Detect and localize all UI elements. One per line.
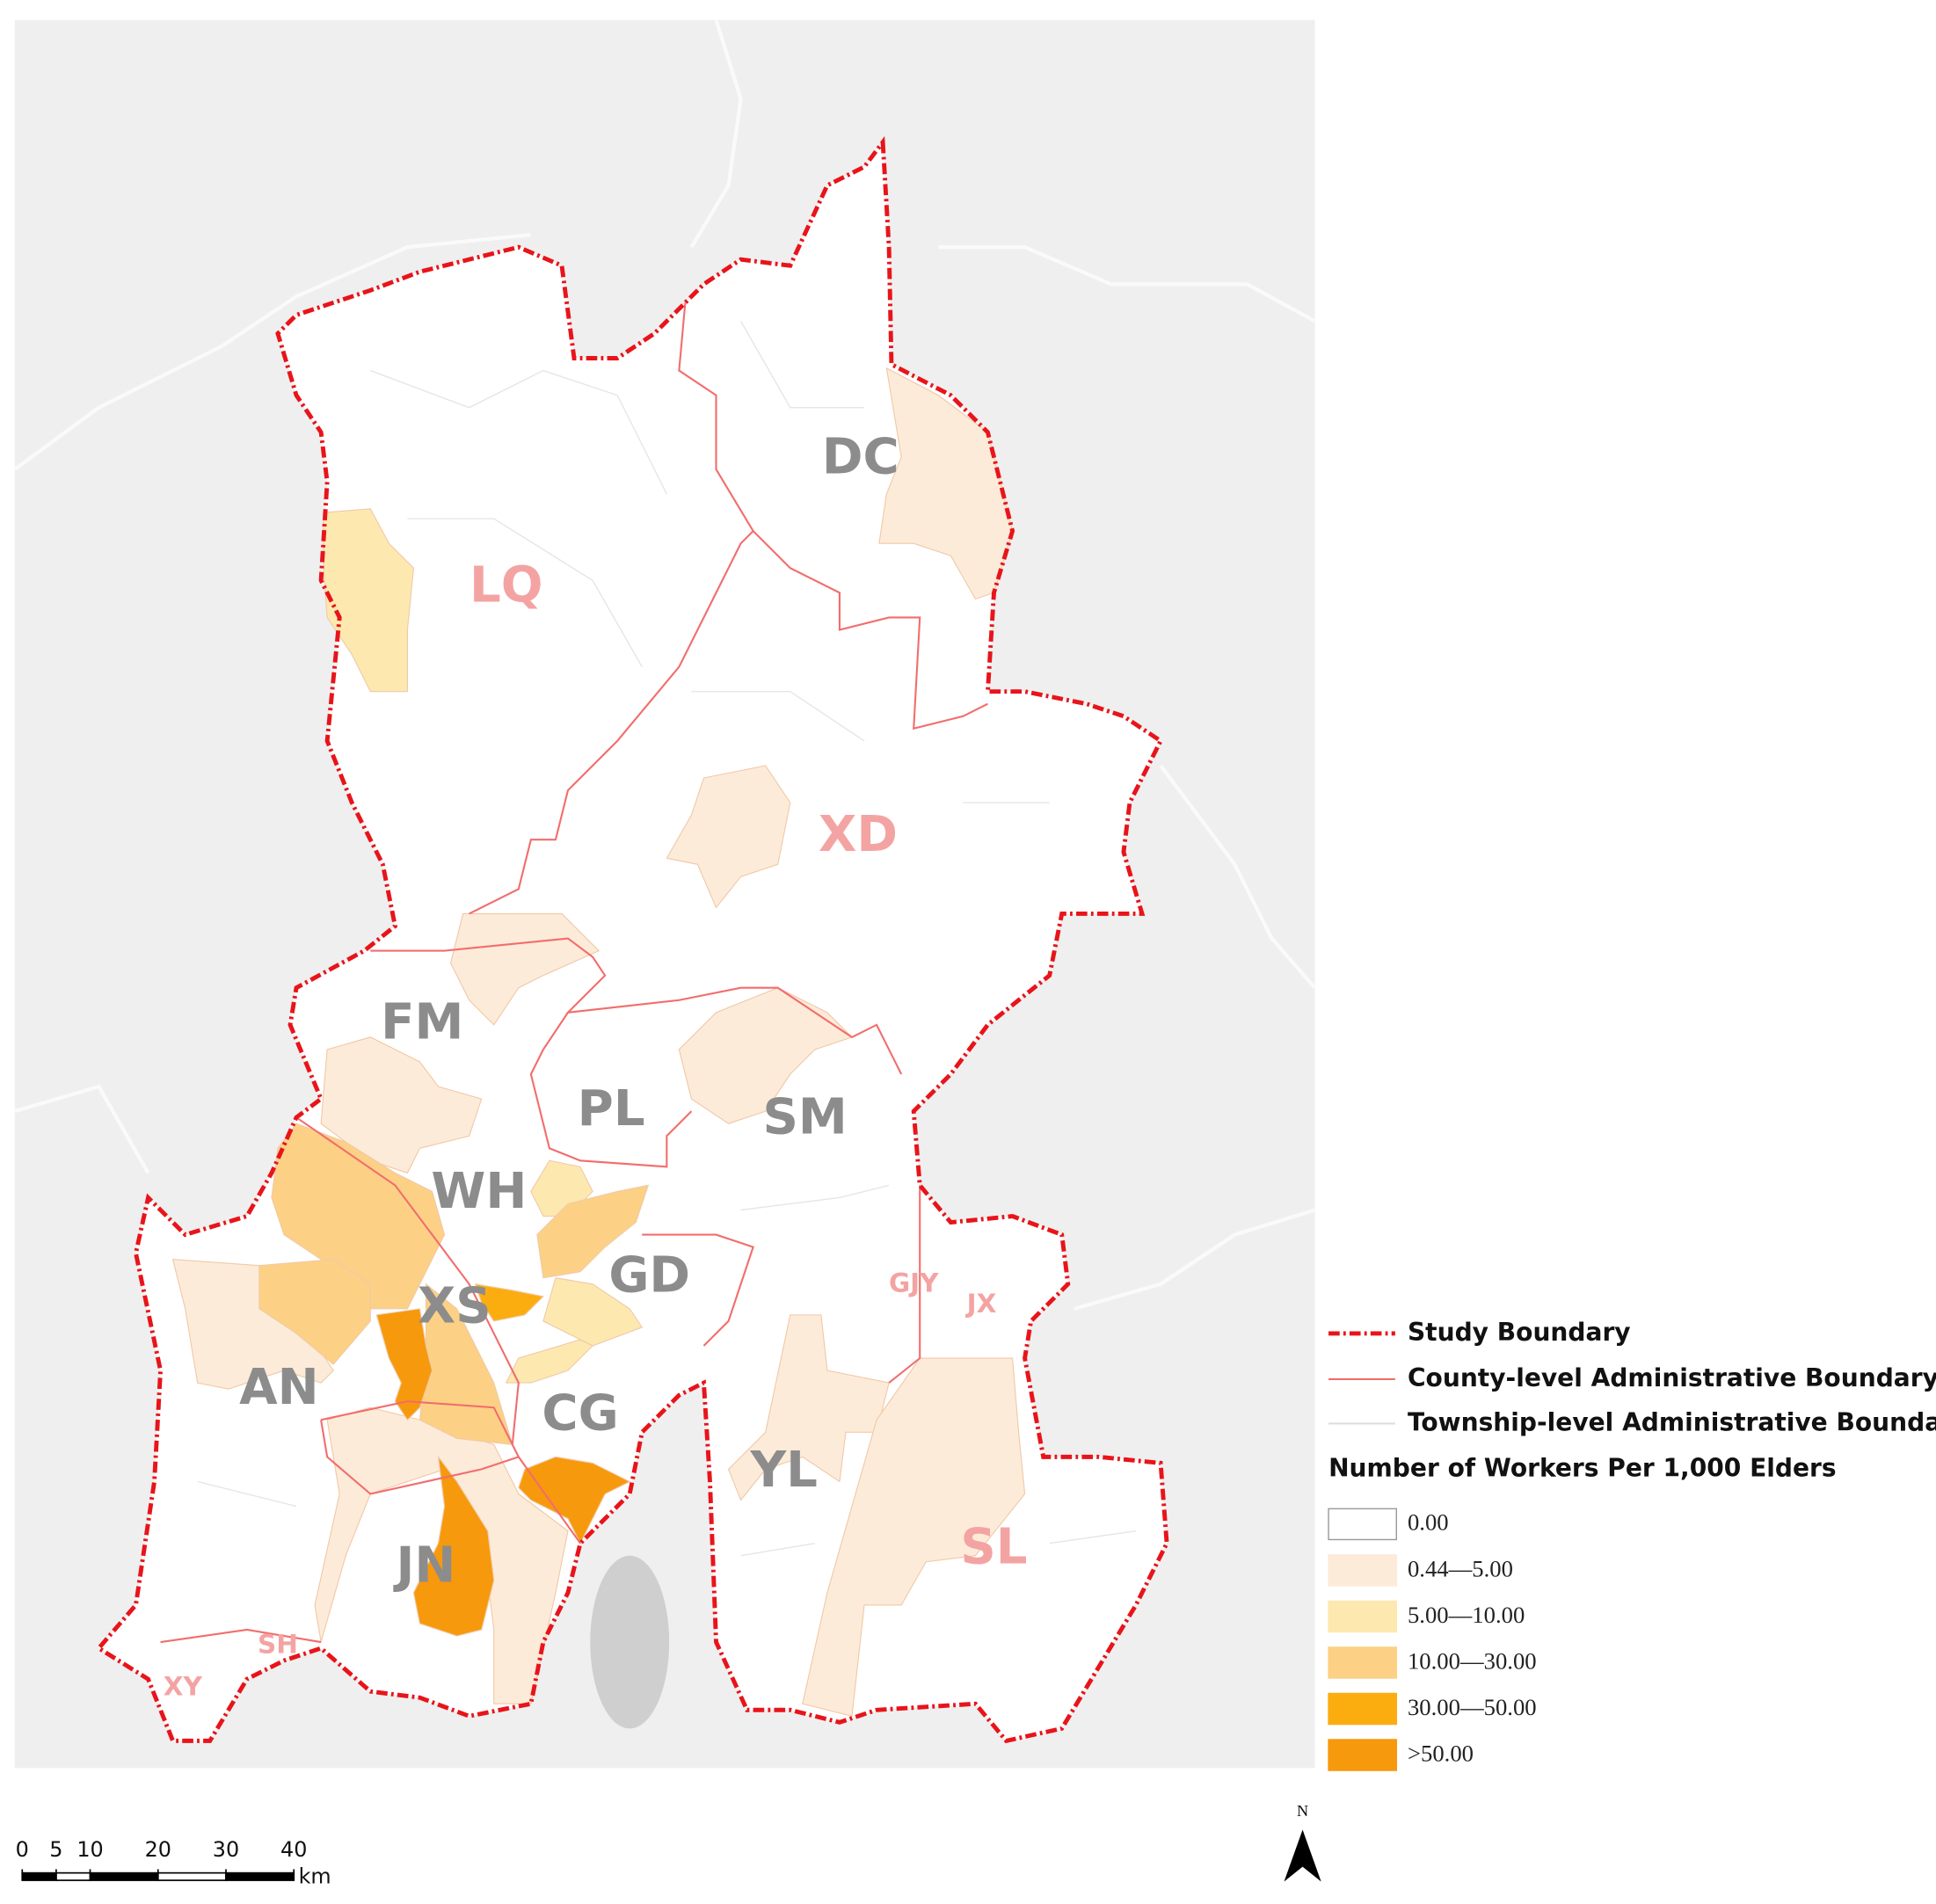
region	[518, 1456, 631, 1544]
legend-swatch	[1328, 1739, 1398, 1771]
county-label: XY	[164, 1671, 203, 1701]
region	[666, 765, 791, 909]
county-label: SH	[258, 1630, 298, 1660]
study-boundary	[95, 135, 1169, 1744]
legend-swatch	[1328, 1692, 1398, 1726]
legend-label: 5.00—10.00	[1408, 1602, 1525, 1628]
county-boundary	[295, 1116, 520, 1445]
legend-label: 30.00—50.00	[1408, 1694, 1537, 1720]
scale-tick-label: 40	[280, 1837, 307, 1862]
lake	[590, 1555, 670, 1729]
region	[678, 987, 854, 1124]
legend-label: Study Boundary	[1408, 1318, 1631, 1347]
road	[13, 232, 532, 471]
county-label: CG	[542, 1385, 618, 1443]
county-label: JN	[393, 1537, 456, 1594]
region	[449, 912, 600, 1026]
region	[375, 1308, 433, 1421]
county-boundary	[529, 1012, 693, 1168]
road	[14, 1084, 150, 1174]
north-arrow-shape	[1284, 1829, 1321, 1882]
road	[1159, 764, 1317, 990]
legend-label: 10.00—30.00	[1408, 1647, 1537, 1674]
legend: Study Boundary County-level Administrati…	[1328, 1318, 1936, 1771]
county-label: LQ	[469, 556, 543, 614]
region	[271, 1123, 446, 1310]
legend-title: Number of Workers Per 1,000 Elders	[1328, 1453, 1837, 1482]
region	[412, 1455, 495, 1637]
scale-segment	[21, 1871, 57, 1881]
legend-label: 0.44—5.00	[1408, 1555, 1513, 1581]
legend-swatch	[1328, 1508, 1398, 1541]
county-boundaries	[160, 302, 988, 1644]
scale-tick-label: 20	[145, 1837, 171, 1862]
county-label: GJY	[889, 1268, 939, 1297]
north-label: N	[1297, 1802, 1308, 1820]
township-boundary	[197, 321, 1137, 1557]
region	[536, 1184, 650, 1279]
county-label: SL	[960, 1518, 1027, 1575]
scale-segment	[89, 1871, 159, 1881]
county-boundary	[160, 1628, 322, 1644]
road	[689, 19, 743, 249]
region	[727, 1314, 890, 1501]
region	[505, 1339, 594, 1384]
county-label: WH	[431, 1163, 527, 1220]
county-boundary	[752, 530, 988, 730]
county-label: PL	[578, 1080, 645, 1137]
county-boundary	[642, 1233, 754, 1347]
county-label: GD	[608, 1246, 690, 1304]
scale-tick-label: 0	[16, 1837, 29, 1862]
basemap-roads	[13, 19, 1317, 1311]
township-boundaries	[197, 321, 1137, 1557]
county-boundary	[320, 1400, 520, 1495]
scale-unit: km	[299, 1864, 331, 1889]
county-label: YL	[750, 1442, 818, 1499]
region	[542, 1277, 644, 1347]
legend-label: 0.00	[1408, 1509, 1449, 1536]
county-boundary	[888, 1185, 921, 1384]
road	[938, 245, 1316, 323]
county-boundary	[469, 302, 754, 915]
county-label: SM	[762, 1089, 847, 1146]
county-label: JX	[965, 1289, 997, 1319]
region	[323, 508, 415, 693]
scale-tick-label: 5	[49, 1837, 62, 1862]
scale-segment	[156, 1871, 227, 1881]
scale-tick-label: 30	[213, 1837, 239, 1862]
scale-segment	[225, 1871, 295, 1881]
region	[802, 1357, 1026, 1717]
legend-label: Township-level Administrative Boundary	[1408, 1407, 1936, 1436]
county-label: XS	[418, 1277, 491, 1334]
county-label: AN	[239, 1359, 318, 1416]
scale-segment	[55, 1871, 91, 1881]
county-label: XD	[819, 806, 898, 863]
legend-swatch	[1328, 1600, 1398, 1633]
legend-swatch	[1328, 1646, 1398, 1679]
county-boundary	[517, 1456, 581, 1544]
region	[474, 1283, 545, 1322]
north-arrow: N	[1284, 1802, 1321, 1882]
scale-tick-label: 10	[76, 1837, 103, 1862]
legend-label: >50.00	[1408, 1740, 1474, 1766]
road	[1074, 1208, 1316, 1311]
county-label: FM	[381, 993, 463, 1050]
legend-label: County-level Administrative Boundary	[1408, 1363, 1936, 1392]
county-label: DC	[822, 428, 899, 485]
region	[258, 1259, 371, 1365]
legend-swatch	[1328, 1554, 1398, 1587]
